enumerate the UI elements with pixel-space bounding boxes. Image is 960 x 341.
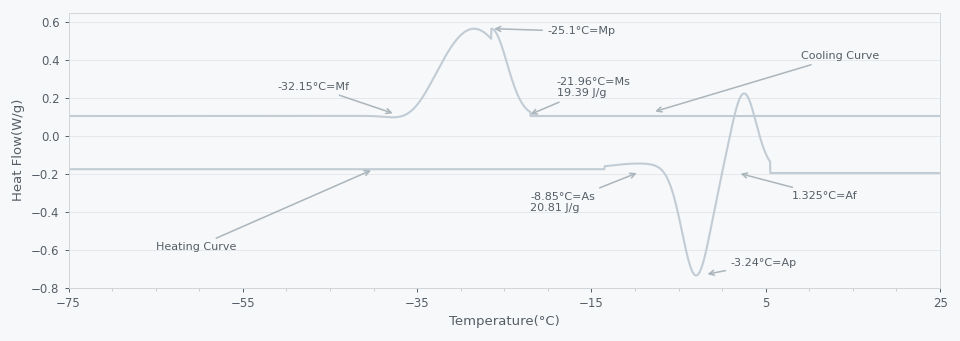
Text: Cooling Curve: Cooling Curve xyxy=(657,51,878,112)
Y-axis label: Heat Flow(W/g): Heat Flow(W/g) xyxy=(12,99,26,202)
Text: Heating Curve: Heating Curve xyxy=(156,171,370,252)
Text: -32.15°C=Mf: -32.15°C=Mf xyxy=(277,81,391,114)
Text: -21.96°C=Ms
19.39 J/g: -21.96°C=Ms 19.39 J/g xyxy=(532,77,631,114)
Text: -25.1°C=Mp: -25.1°C=Mp xyxy=(495,27,616,36)
Text: -3.24°C=Ap: -3.24°C=Ap xyxy=(709,258,797,275)
Text: 1.325°C=Af: 1.325°C=Af xyxy=(742,173,857,201)
X-axis label: Temperature(°C): Temperature(°C) xyxy=(449,315,560,328)
Text: -8.85°C=As
20.81 J/g: -8.85°C=As 20.81 J/g xyxy=(531,173,636,213)
